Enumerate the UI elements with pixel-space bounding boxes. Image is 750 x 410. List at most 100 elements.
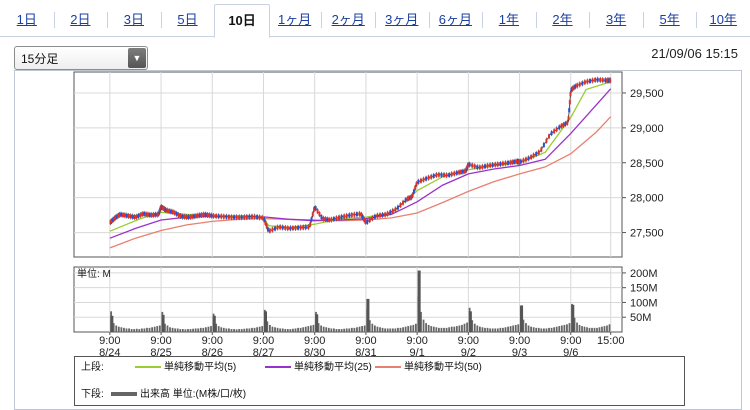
price-candle	[143, 211, 146, 216]
volume-bar	[389, 328, 392, 332]
volume-bar	[399, 327, 402, 332]
tab-12[interactable]: 3年	[605, 12, 627, 27]
price-candle	[131, 214, 134, 219]
tab-6[interactable]: 1ヶ月	[278, 12, 312, 27]
price-candle	[177, 212, 180, 217]
xtick-label-time: 9:00	[406, 335, 427, 347]
volume-bar	[443, 327, 445, 332]
price-candle	[113, 216, 116, 221]
tab-4[interactable]: 5日	[177, 12, 198, 27]
price-candle	[515, 159, 518, 164]
volume-bar	[603, 326, 606, 332]
price-candle	[484, 164, 486, 169]
volume-bar	[448, 327, 451, 332]
price-candle	[233, 215, 236, 220]
volume-bar	[181, 329, 184, 332]
price-candle	[220, 214, 223, 219]
interval-select[interactable]: 15分足 ▼	[14, 46, 148, 70]
price-candle	[338, 215, 341, 220]
price-candle	[468, 162, 471, 167]
price-candle	[567, 116, 570, 121]
tab-14[interactable]: 10年	[709, 12, 737, 27]
volume-bar	[340, 329, 343, 332]
volume-bar	[312, 324, 315, 332]
tab-3[interactable]: 3日	[123, 12, 145, 27]
price-candle	[181, 214, 184, 219]
price-candle	[578, 82, 581, 87]
volume-bar	[363, 325, 366, 332]
interval-select-value: 15分足	[21, 52, 59, 66]
price-candle	[235, 215, 238, 220]
price-candle	[606, 78, 609, 83]
volume-bar	[151, 327, 153, 332]
price-candle	[363, 217, 366, 222]
volume-bar	[133, 329, 136, 332]
tab-11[interactable]: 2年	[552, 12, 573, 27]
price-candle	[314, 206, 317, 211]
price-candle	[114, 215, 117, 220]
price-candle	[576, 83, 579, 88]
volume-bar	[135, 328, 138, 332]
price-candle	[591, 78, 594, 83]
tab-7[interactable]: 2ヶ月	[331, 12, 365, 27]
price-candle	[609, 78, 612, 83]
price-candle	[191, 214, 194, 219]
tab-1[interactable]: 1日	[16, 12, 37, 27]
price-candle	[558, 125, 561, 130]
price-candle	[210, 213, 213, 218]
price-candle	[459, 170, 462, 175]
tab-separator	[589, 12, 591, 28]
price-candle	[286, 226, 289, 231]
upper-ytick-label: 29,500	[630, 88, 664, 100]
volume-bar	[391, 328, 394, 332]
tab-9[interactable]: 6ヶ月	[438, 12, 472, 27]
price-candle	[168, 209, 171, 214]
volume-bar	[371, 323, 374, 332]
volume-bar	[368, 320, 371, 332]
volume-bar	[269, 324, 271, 332]
volume-bar	[345, 328, 348, 332]
price-candle	[313, 207, 316, 212]
price-candle	[274, 226, 277, 231]
volume-bar	[568, 323, 571, 332]
period-tabs: 1日 2日 3日 5日 10日 1ヶ月 2ヶ月 3ヶ月 6ヶ月 1年 2年 3年 5年 10年	[0, 0, 750, 38]
volume-bar-open	[417, 270, 421, 332]
volume-bar	[194, 328, 197, 332]
price-candle	[545, 138, 548, 143]
price-candle	[345, 213, 348, 218]
tab-5[interactable]: 10日	[214, 4, 270, 38]
tab-2[interactable]: 2日	[70, 12, 91, 27]
volume-bar	[596, 327, 598, 332]
price-candle	[453, 171, 456, 176]
upper-ytick-label: 28,000	[630, 193, 664, 205]
volume-bar	[543, 328, 545, 332]
price-candle	[406, 196, 409, 201]
volume-bar	[550, 327, 553, 332]
chevron-down-icon[interactable]: ▼	[128, 48, 146, 68]
tab-10[interactable]: 1年	[498, 12, 520, 27]
price-candle	[118, 212, 121, 217]
price-candle	[422, 177, 425, 182]
volume-bar	[171, 327, 174, 332]
price-candle	[276, 225, 279, 230]
legend-item-volume: 出来高 単位:(M株/口/枚)	[111, 387, 246, 403]
volume-bar	[560, 325, 563, 332]
volume-bar	[496, 328, 499, 332]
price-candle	[253, 214, 256, 219]
tab-separator	[696, 12, 698, 28]
volume-bar	[146, 327, 148, 332]
tab-13[interactable]: 5年	[659, 12, 680, 27]
volume-bar	[379, 327, 381, 332]
volume-bar	[309, 325, 312, 332]
volume-bar	[251, 327, 253, 332]
volume-bar	[438, 327, 440, 332]
volume-bar	[586, 327, 588, 332]
tab-8[interactable]: 3ヶ月	[385, 12, 419, 27]
volume-bar	[414, 323, 417, 332]
volume-bar	[555, 326, 558, 332]
legend-lower-label: 下段:	[81, 389, 104, 400]
volume-bar	[430, 326, 433, 332]
price-candle	[415, 182, 418, 187]
price-candle	[394, 207, 397, 212]
tab-separator	[428, 12, 430, 28]
